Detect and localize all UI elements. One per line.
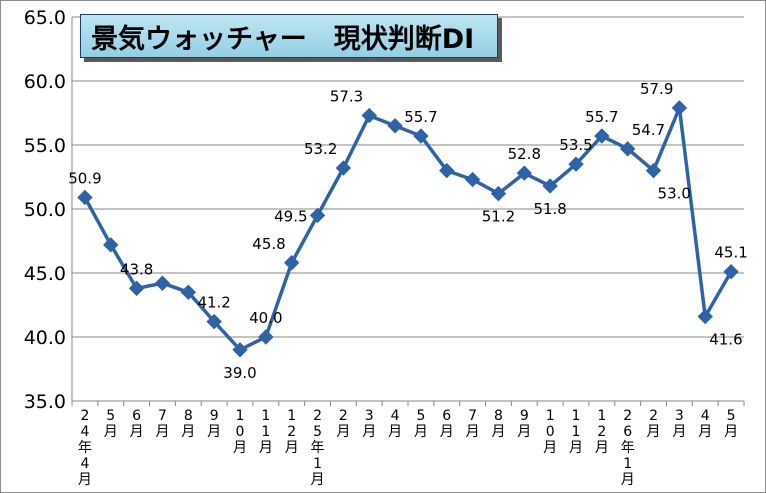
data-point xyxy=(309,207,326,224)
data-point xyxy=(568,156,584,172)
data-label: 45.1 xyxy=(714,244,747,262)
y-tick-label: 35.0 xyxy=(24,391,66,413)
y-axis-ticks: 35.0 40.0 45.0 50.0 55.0 60.0 65.0 xyxy=(24,7,66,413)
data-labels: 50.9 43.8 41.2 39.0 40.0 45.8 49.5 53.2 57.3 55.7… xyxy=(68,80,748,382)
data-label: 40.0 xyxy=(249,309,282,327)
data-label: 55.7 xyxy=(404,108,437,126)
data-label: 51.2 xyxy=(482,208,515,226)
data-label: 57.9 xyxy=(640,80,673,98)
data-point xyxy=(594,128,610,144)
data-point xyxy=(490,185,507,202)
data-label: 54.7 xyxy=(632,121,665,139)
data-label: 53.5 xyxy=(559,136,592,154)
y-tick-label: 40.0 xyxy=(24,327,66,349)
data-label: 39.0 xyxy=(223,364,256,382)
data-point xyxy=(697,308,713,325)
data-point xyxy=(464,171,481,188)
gridlines xyxy=(72,16,744,338)
y-tick-label: 60.0 xyxy=(24,71,66,93)
data-point xyxy=(103,237,119,253)
data-point xyxy=(542,178,558,194)
data-label: 57.3 xyxy=(330,88,363,106)
data-label: 43.8 xyxy=(120,260,153,278)
data-point xyxy=(387,118,403,134)
data-label: 53.2 xyxy=(304,140,337,158)
data-point xyxy=(206,313,222,330)
data-point xyxy=(283,255,300,271)
data-point xyxy=(258,329,274,345)
data-label: 52.8 xyxy=(508,145,541,163)
chart-title: 景気ウォッチャー 現状判断DI xyxy=(91,23,475,55)
data-point xyxy=(232,342,248,358)
data-label: 45.8 xyxy=(252,235,285,253)
data-point xyxy=(619,141,636,157)
data-label: 50.9 xyxy=(68,169,101,187)
series-polyline xyxy=(83,106,733,352)
data-label: 53.0 xyxy=(658,185,691,203)
data-point xyxy=(723,264,739,280)
y-tick-label: 55.0 xyxy=(24,135,66,157)
data-point xyxy=(128,280,145,297)
data-markers xyxy=(77,100,739,358)
data-point xyxy=(439,162,455,179)
data-point xyxy=(77,189,93,206)
data-point xyxy=(671,100,688,116)
data-point xyxy=(180,284,197,300)
x-axis-ticks: 2 4 年 4 月 5 月 6 月 7 月 8 月 9 月 1 0 月 1 1 月 1 2 月 2 5 年 1 月 2 月 3 月 4 月 5 月 6 月 7… xyxy=(78,408,738,488)
chart-title-box: 景気ウォッチャー 現状判断DI xyxy=(80,14,498,58)
y-tick-label: 50.0 xyxy=(24,199,66,221)
data-point xyxy=(335,160,352,176)
data-label: 49.5 xyxy=(274,207,307,225)
data-point xyxy=(154,275,171,291)
data-point xyxy=(516,165,533,181)
data-label: 51.8 xyxy=(533,200,566,218)
data-point xyxy=(645,162,662,179)
data-point xyxy=(361,107,377,124)
series-line xyxy=(83,106,733,352)
data-point xyxy=(413,128,429,144)
y-tick-label: 65.0 xyxy=(24,7,66,29)
data-label: 41.2 xyxy=(197,294,230,312)
y-tick-label: 45.0 xyxy=(24,263,66,285)
data-label: 55.7 xyxy=(585,108,618,126)
data-label: 41.6 xyxy=(709,331,742,349)
axes xyxy=(71,17,745,406)
